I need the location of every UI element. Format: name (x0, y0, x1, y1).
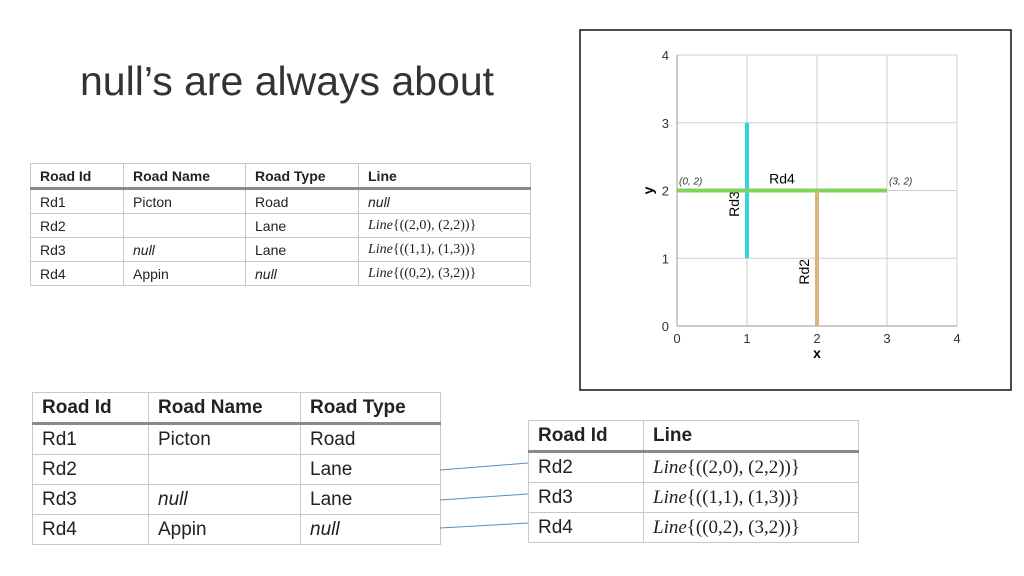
table-row: Rd3 null Lane (32, 484, 441, 515)
slide-title: null’s are always about (80, 58, 495, 104)
table-cell: Line{((2,0), (2,2))} (643, 451, 859, 483)
column-header: Line (643, 420, 859, 453)
y-tick-label: 1 (662, 251, 669, 266)
table-cell: null (245, 261, 359, 286)
table-cell: Road (300, 423, 441, 455)
table-cell: Lane (245, 213, 359, 238)
column-header: Road Id (528, 420, 644, 453)
column-header: Road Type (300, 392, 441, 425)
table-cell: Rd4 (32, 514, 149, 545)
table-row: Rd4 Appin null (32, 514, 441, 545)
table-cell: Lane (300, 454, 441, 485)
table-cell (148, 454, 301, 485)
table-cell: Road (245, 188, 359, 214)
table-cell: Line{((0,2), (3,2))} (358, 261, 531, 286)
table-cell: null (123, 237, 246, 262)
table-cell: null (300, 514, 441, 545)
y-tick-label: 2 (662, 184, 669, 199)
connector (439, 462, 529, 471)
table-cell: Rd1 (30, 188, 124, 214)
table-row: Rd2 Lane (32, 454, 441, 485)
y-tick-label: 3 (662, 116, 669, 131)
x-tick-label: 0 (673, 331, 680, 346)
connector (439, 522, 529, 529)
chart-frame (579, 29, 1012, 391)
column-header: Road Id (32, 392, 149, 425)
table-row: Rd1 Picton Road (32, 423, 441, 455)
column-header: Road Id (30, 163, 124, 190)
column-header: Line (358, 163, 531, 190)
y-tick-label: 0 (662, 319, 669, 334)
table-row: Rd3 Line{((1,1), (1,3))} (528, 482, 859, 513)
x-axis-label: x (813, 345, 821, 361)
x-tick-label: 1 (743, 331, 750, 346)
point-annotation: (0, 2) (679, 177, 702, 188)
road-label: Rd2 (796, 259, 812, 285)
y-axis-label: y (640, 186, 656, 194)
table-cell: Rd2 (528, 451, 644, 483)
table-cell: Lane (300, 484, 441, 515)
table-cell: Appin (148, 514, 301, 545)
point-annotation: (3, 2) (889, 177, 912, 188)
table-row: Rd4 Appin null Line{((0,2), (3,2))} (30, 261, 531, 286)
table-cell: Rd3 (30, 237, 124, 262)
road-label: Rd3 (726, 191, 742, 217)
table-cell: Picton (148, 423, 301, 455)
table-cell: null (148, 484, 301, 515)
y-tick-label: 4 (662, 48, 669, 63)
road-label: Rd4 (769, 171, 795, 187)
header-row: Road Id Road Name Road Type Line (30, 163, 531, 190)
table-cell: Line{((1,1), (1,3))} (643, 482, 859, 513)
table-cell: Appin (123, 261, 246, 286)
table-attributes: Road Id Road Name Road Type Rd1 Picton Road Rd… (32, 392, 441, 545)
column-header: Road Name (148, 392, 301, 425)
table-row: Rd1 Picton Road null (30, 188, 531, 214)
table-cell: Rd2 (32, 454, 149, 485)
column-header: Road Name (123, 163, 246, 190)
table-cell: Picton (123, 188, 246, 214)
x-tick-label: 4 (953, 331, 960, 346)
table-row: Rd2 Lane Line{((2,0), (2,2))} (30, 213, 531, 238)
table-cell: Rd4 (528, 512, 644, 543)
header-row: Road Id Line (528, 420, 859, 453)
table-cell: null (358, 188, 531, 214)
table-cell: Rd3 (32, 484, 149, 515)
table-cell (123, 213, 246, 238)
chart: 0 1 2 3 4 0 1 2 3 4 x y Rd3 Rd4 Rd2 (0, 2) (3, 2) (579, 29, 1012, 391)
table-cell: Rd1 (32, 423, 149, 455)
x-tick-label: 2 (813, 331, 820, 346)
header-row: Road Id Road Name Road Type (32, 392, 441, 425)
x-tick-label: 3 (883, 331, 890, 346)
table-row: Rd4 Line{((0,2), (3,2))} (528, 512, 859, 543)
table-geometry: Road Id Line Rd2 Line{((2,0), (2,2))} Rd3 Lin… (528, 420, 859, 543)
table-cell: Rd2 (30, 213, 124, 238)
column-header: Road Type (245, 163, 359, 190)
table-cell: Line{((2,0), (2,2))} (358, 213, 531, 238)
table-full: Road Id Road Name Road Type Line Rd1 Picton Ro… (30, 163, 531, 286)
table-row: Rd3 null Lane Line{((1,1), (1,3))} (30, 237, 531, 262)
table-cell: Rd3 (528, 482, 644, 513)
table-cell: Rd4 (30, 261, 124, 286)
table-cell: Lane (245, 237, 359, 262)
table-cell: Line{((1,1), (1,3))} (358, 237, 531, 262)
table-cell: Line{((0,2), (3,2))} (643, 512, 859, 543)
connector (439, 493, 529, 501)
table-row: Rd2 Line{((2,0), (2,2))} (528, 451, 859, 483)
